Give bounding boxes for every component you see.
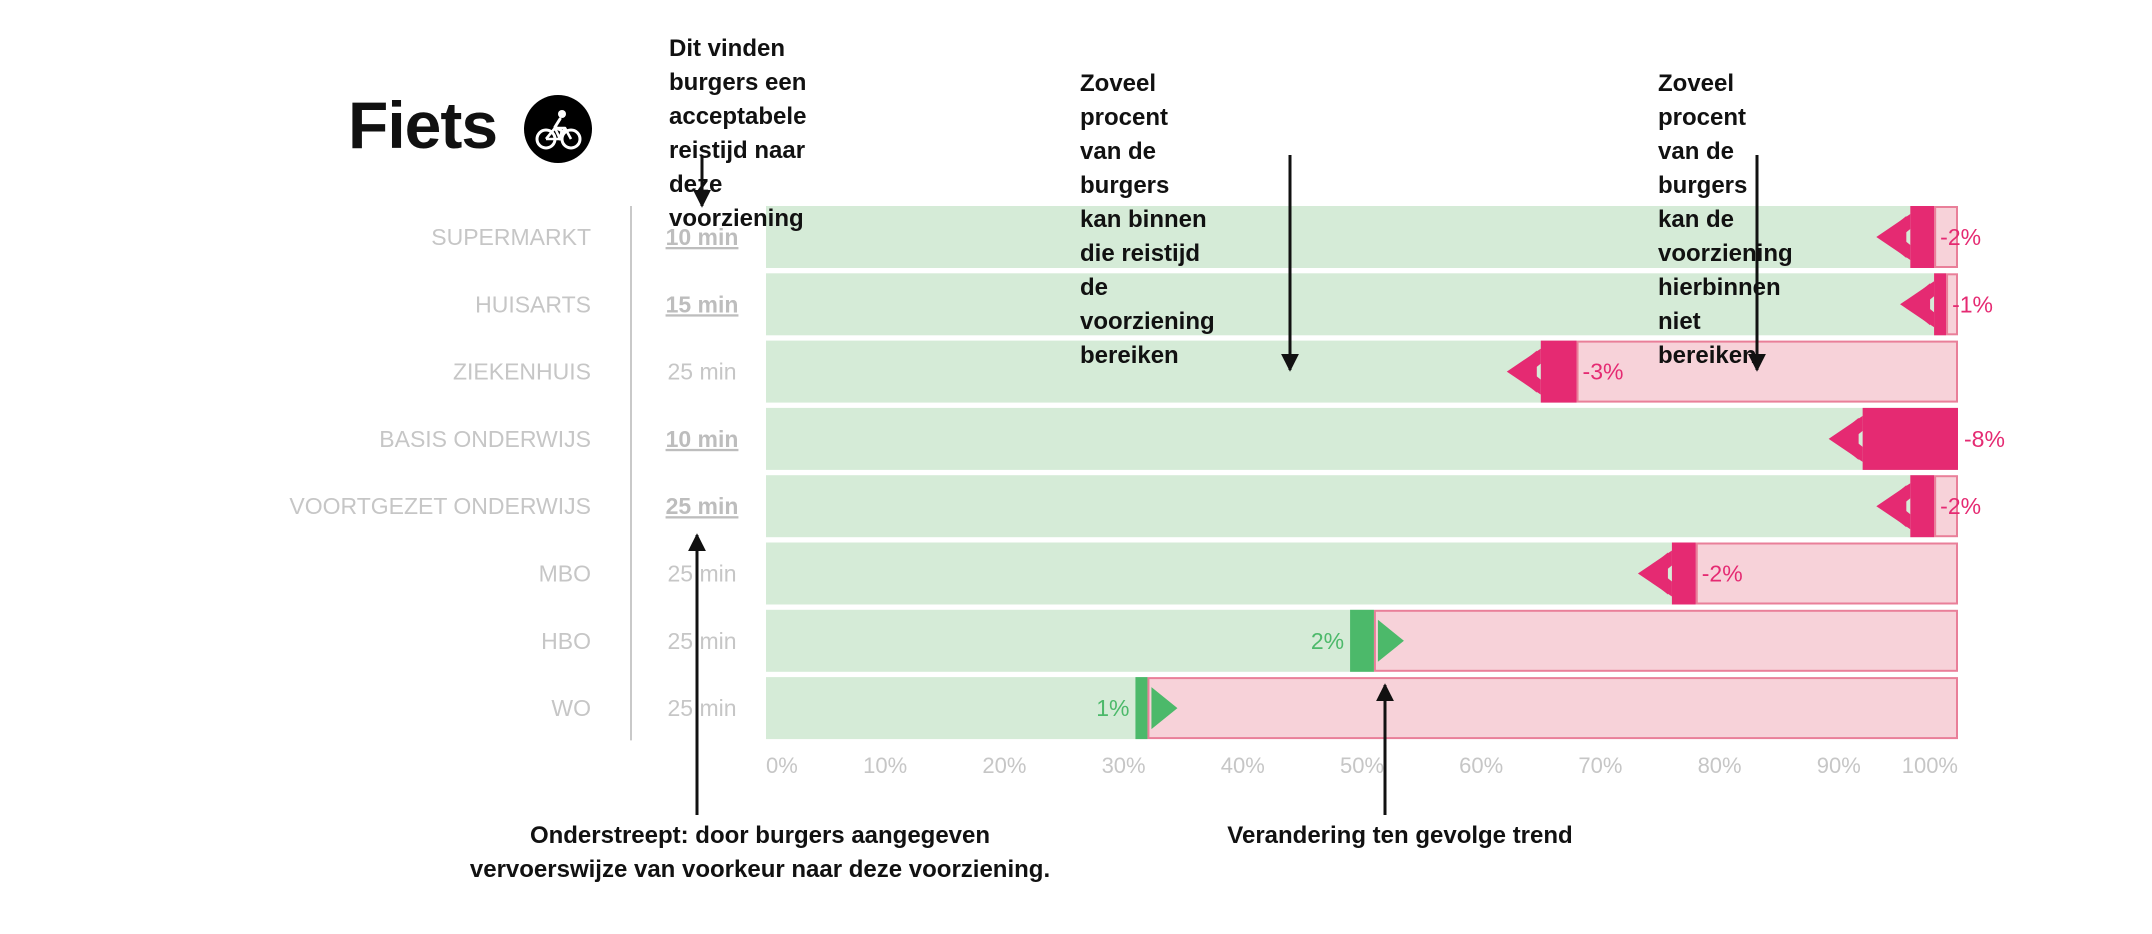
reach-bar <box>766 206 1935 268</box>
category-label: VOORTGEZET ONDERWIJS <box>289 493 591 519</box>
reach-bar <box>766 273 1947 336</box>
reach-bar <box>766 542 1696 605</box>
annotation-underlined: Onderstreept: door burgers aangegeven ve… <box>469 822 1051 883</box>
page-title: Fiets <box>348 88 498 162</box>
annotation-reach-within: Zoveel procent van de burgers kan binnen… <box>1080 70 1215 369</box>
trend-arrow-head-fill <box>1904 283 1931 326</box>
trend-arrow-body <box>1910 475 1935 538</box>
x-tick-label: 0% <box>766 753 798 778</box>
annotation-acceptable-time: Dit vinden burgers een acceptabele reist… <box>669 35 807 232</box>
trend-arrow-body <box>1135 677 1148 740</box>
reach-bar <box>766 475 1935 538</box>
trend-arrow-head <box>1151 687 1178 730</box>
trend-label: -8% <box>1964 426 2005 452</box>
trend-label: -2% <box>1940 224 1981 250</box>
trend-label: -2% <box>1702 561 1743 587</box>
trend-label: 2% <box>1311 628 1344 654</box>
not-reach-bar <box>1946 273 1958 336</box>
category-label: HUISARTS <box>475 291 591 317</box>
x-tick-label: 100% <box>1902 753 1958 778</box>
reach-bar <box>766 609 1374 672</box>
trend-arrow-body <box>1910 206 1935 268</box>
trend-arrow-head-fill <box>1832 417 1859 460</box>
not-reach-bar <box>1147 677 1958 740</box>
trend-arrow-body <box>1934 273 1947 336</box>
travel-time-label: 25 min <box>667 359 736 385</box>
x-tick-label: 30% <box>1102 753 1146 778</box>
x-tick-label: 60% <box>1459 753 1503 778</box>
x-tick-label: 90% <box>1817 753 1861 778</box>
x-tick-label: 40% <box>1221 753 1265 778</box>
trend-arrow-head <box>1377 619 1404 662</box>
x-tick-label: 10% <box>863 753 907 778</box>
trend-arrow-body <box>1671 542 1696 605</box>
trend-arrow-head-fill <box>1641 552 1668 595</box>
x-tick-label: 20% <box>982 753 1026 778</box>
trend-arrow-body <box>1862 407 1958 470</box>
bicycle-icon <box>524 95 592 163</box>
category-label: MBO <box>539 561 591 587</box>
trend-arrow-body <box>1350 609 1374 672</box>
trend-arrow-head-fill <box>1510 350 1537 393</box>
not-reach-bar <box>1934 206 1959 268</box>
trend-label: 1% <box>1096 695 1129 721</box>
x-tick-label: 80% <box>1698 753 1742 778</box>
travel-time-label: 25 min <box>667 628 736 654</box>
travel-time-label: 25 min <box>666 493 739 519</box>
category-label: ZIEKENHUIS <box>453 359 591 385</box>
trend-arrow-head-fill <box>1880 216 1907 258</box>
not-reach-bar <box>1695 542 1958 605</box>
annotation-not-reach: Zoveel procent van de burgers kan de voo… <box>1658 70 1793 369</box>
trend-arrow-head-fill <box>1880 485 1907 528</box>
not-reach-bar <box>1373 609 1959 672</box>
category-label: BASIS ONDERWIJS <box>379 426 591 452</box>
trend-label: -2% <box>1940 493 1981 519</box>
x-tick-label: 50% <box>1340 753 1384 778</box>
trend-label: -1% <box>1952 291 1993 317</box>
reach-bar <box>766 677 1148 740</box>
reach-bar <box>766 407 1958 470</box>
not-reach-bar <box>1576 340 1959 403</box>
travel-time-label: 10 min <box>666 426 739 452</box>
travel-time-label: 15 min <box>666 291 739 317</box>
trend-label: -3% <box>1583 359 1624 385</box>
category-label: HBO <box>541 628 591 654</box>
category-label: WO <box>551 695 591 721</box>
travel-time-label: 10 min <box>666 224 739 250</box>
x-tick-label: 70% <box>1578 753 1622 778</box>
category-label: SUPERMARKT <box>431 224 591 250</box>
trend-arrow-body <box>1540 340 1577 403</box>
not-reach-bar <box>1934 475 1959 538</box>
reach-bar <box>766 340 1577 403</box>
annotation-trend: Verandering ten gevolge trend <box>1227 822 1573 849</box>
travel-time-label: 25 min <box>667 561 736 587</box>
travel-time-label: 25 min <box>667 695 736 721</box>
